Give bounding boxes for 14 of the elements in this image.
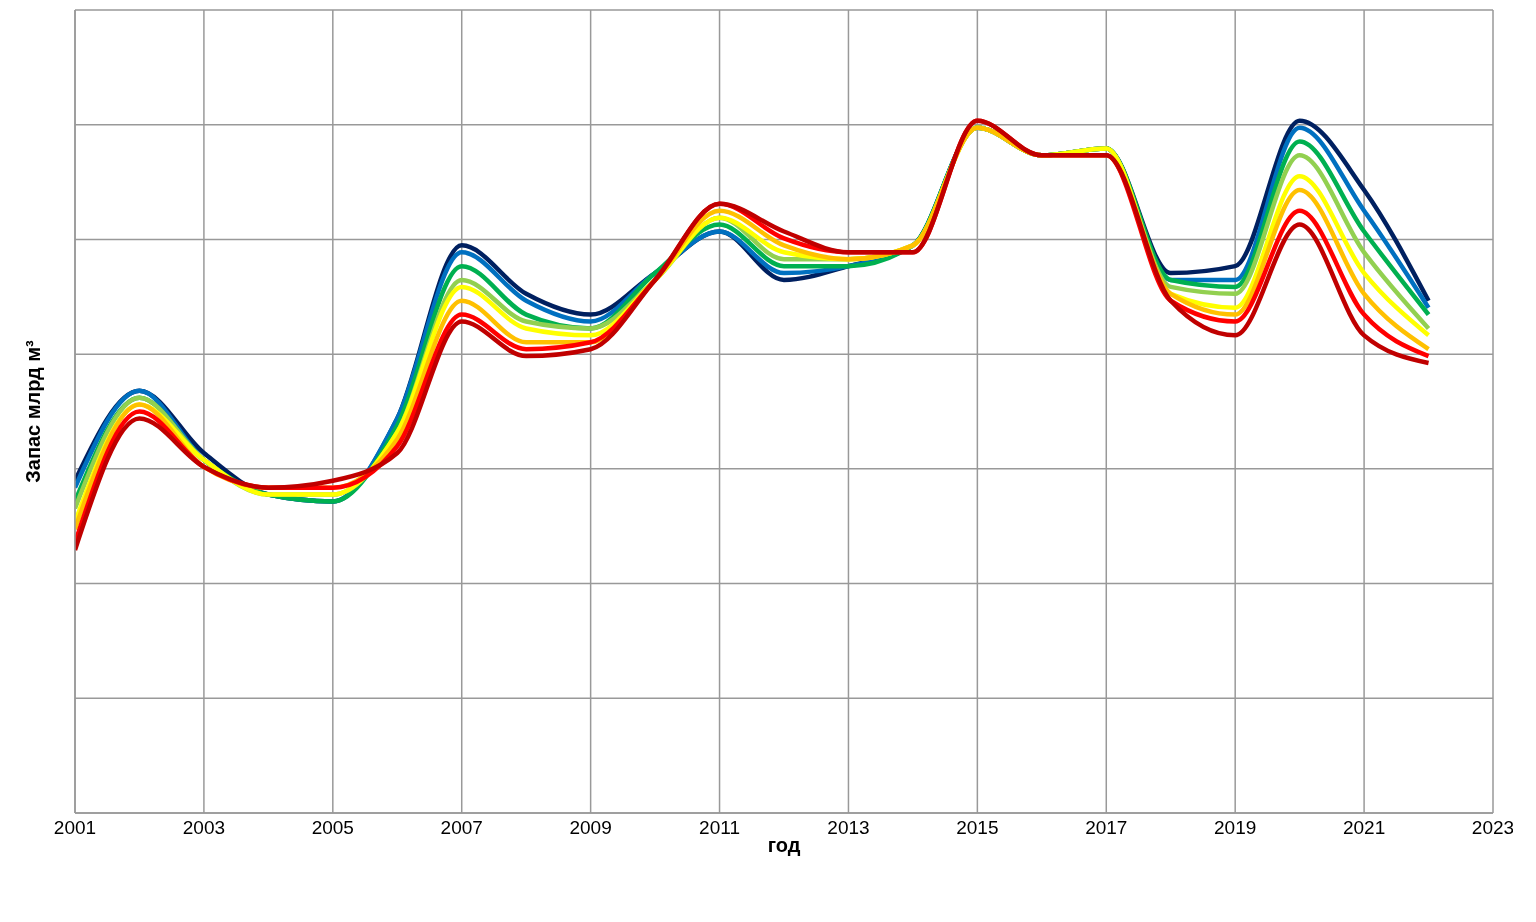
x-tick-label: 2011 <box>699 817 740 839</box>
x-tick-label: 2021 <box>1342 817 1386 839</box>
y-axis-title: Запас млрд м³ <box>22 339 45 483</box>
x-tick-label: 2005 <box>311 817 354 839</box>
x-tick-label: 2001 <box>53 817 97 839</box>
x-tick-label: 2003 <box>182 817 226 839</box>
x-tick-label: 2013 <box>827 817 870 839</box>
x-axis-title: год <box>767 834 801 857</box>
x-tick-label: 2023 <box>1471 817 1515 839</box>
x-tick-label: 2017 <box>1085 817 1128 839</box>
x-tick-label: 2007 <box>440 817 483 839</box>
x-tick-label: 2019 <box>1214 817 1257 839</box>
x-tick-label: 2015 <box>956 817 999 839</box>
x-tick-label: 2009 <box>569 817 612 839</box>
